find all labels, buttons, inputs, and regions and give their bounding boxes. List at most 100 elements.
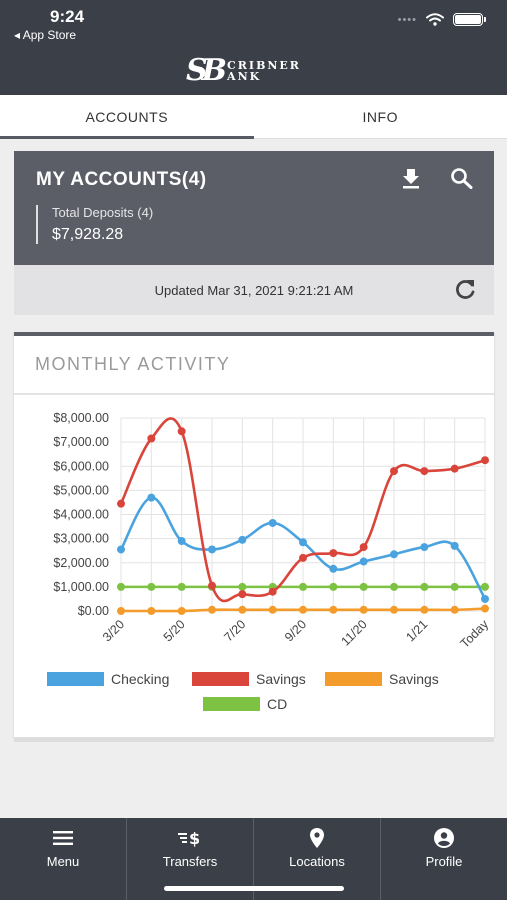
- bank-logo: SB CRIBNER ANK: [186, 52, 301, 90]
- location-pin-icon: [310, 828, 324, 848]
- tab-bar: ACCOUNTS INFO: [0, 95, 507, 139]
- data-point: [208, 581, 216, 590]
- total-deposits-label: Total Deposits (4): [52, 205, 154, 220]
- status-time: 9:24: [50, 7, 85, 26]
- logo-mark: SB: [186, 53, 227, 88]
- data-point: [117, 499, 125, 508]
- data-point: [299, 582, 307, 591]
- tab-accounts[interactable]: ACCOUNTS: [0, 95, 254, 139]
- search-icon[interactable]: [450, 167, 474, 189]
- x-tick-label: 7/20: [221, 617, 248, 644]
- data-point: [481, 594, 489, 603]
- total-deposits-value: $7,928.28: [52, 226, 124, 243]
- tab-info[interactable]: INFO: [362, 108, 398, 125]
- y-tick-label: $8,000.00: [53, 411, 109, 425]
- data-point: [481, 456, 489, 465]
- battery-icon: [453, 13, 486, 26]
- data-point: [450, 464, 459, 473]
- data-point: [329, 564, 338, 573]
- refresh-icon[interactable]: [452, 277, 478, 303]
- status-icons: ••••: [397, 13, 486, 26]
- legend-label: CD: [267, 696, 287, 712]
- nav-locations-label: Locations: [289, 854, 345, 869]
- data-point: [481, 582, 489, 591]
- data-point: [329, 582, 338, 591]
- data-point: [147, 582, 156, 591]
- monthly-activity-chart: $8,000.00 $7,000.00 $6,000.00 $5,000.00 $4,0…: [47, 411, 492, 712]
- transfers-icon: $: [178, 829, 200, 847]
- back-to-app-store[interactable]: ◂ App Store: [14, 28, 77, 42]
- nav-menu[interactable]: Menu: [0, 818, 127, 900]
- x-tick-label: 3/20: [100, 617, 127, 644]
- profile-icon: [434, 828, 454, 848]
- legend-swatch: [325, 672, 382, 686]
- data-point: [177, 582, 186, 591]
- my-accounts-card: MY ACCOUNTS(4) Total Deposits (4) $7,928…: [14, 151, 494, 265]
- data-point: [420, 543, 429, 552]
- data-point: [177, 427, 186, 436]
- download-icon[interactable]: [400, 167, 422, 189]
- data-point: [147, 607, 156, 615]
- data-point: [420, 605, 429, 614]
- data-point: [450, 582, 459, 591]
- y-tick-label: $2,000.00: [53, 556, 109, 570]
- svg-text:$: $: [189, 829, 200, 847]
- data-point: [390, 605, 398, 614]
- total-deposits[interactable]: Total Deposits (4) $7,928.28: [36, 205, 153, 244]
- home-indicator: [164, 886, 344, 891]
- data-point: [390, 550, 398, 559]
- data-point: [238, 535, 247, 544]
- data-point: [238, 605, 247, 614]
- monthly-activity-title: MONTHLY ACTIVITY: [35, 354, 231, 374]
- menu-icon: [53, 831, 73, 845]
- data-point: [299, 553, 307, 562]
- legend-label: Checking: [111, 671, 169, 687]
- data-point: [177, 607, 186, 615]
- data-point: [238, 582, 247, 591]
- legend-swatch: [203, 697, 260, 711]
- data-point: [208, 605, 216, 614]
- x-tick-label: 5/20: [161, 617, 188, 644]
- data-point: [117, 607, 125, 615]
- signal-icon: ••••: [397, 13, 417, 26]
- data-point: [268, 587, 277, 596]
- y-tick-label: $4,000.00: [53, 508, 109, 522]
- data-point: [268, 518, 277, 527]
- y-tick-label: $1,000.00: [53, 580, 109, 594]
- y-tick-label: $5,000.00: [53, 483, 109, 497]
- nav-menu-label: Menu: [46, 854, 80, 869]
- nav-transfers[interactable]: $ Transfers: [127, 818, 254, 900]
- data-point: [177, 537, 186, 546]
- data-point: [420, 582, 429, 591]
- y-tick-label: $6,000.00: [53, 459, 109, 473]
- data-point: [390, 582, 398, 591]
- data-point: [359, 605, 368, 614]
- y-tick-label: $3,000.00: [53, 532, 109, 546]
- data-point: [117, 545, 125, 554]
- data-point: [208, 545, 216, 554]
- updated-timestamp: Updated Mar 31, 2021 9:21:21 AM: [154, 282, 354, 298]
- card-divider: [14, 393, 494, 395]
- nav-profile[interactable]: Profile: [381, 818, 507, 900]
- nav-profile-label: Profile: [425, 854, 463, 869]
- top-bar: 9:24 ◂ App Store •••• SB CRIBNER ANK: [0, 0, 507, 95]
- data-point: [329, 549, 338, 558]
- updated-bar: Updated Mar 31, 2021 9:21:21 AM: [14, 265, 494, 315]
- x-tick-label: 9/20: [282, 617, 309, 644]
- y-tick-label: $7,000.00: [53, 435, 109, 449]
- monthly-activity-card: MONTHLY ACTIVITY $8,000.00 $7,000.00 $6,00…: [14, 332, 494, 742]
- data-point: [450, 605, 459, 614]
- x-tick-label: 1/21: [403, 617, 430, 644]
- legend-swatch: [47, 672, 104, 686]
- data-point: [450, 541, 459, 550]
- data-point: [117, 582, 125, 591]
- x-tick-label: 11/20: [338, 617, 369, 648]
- logo-line-2: ANK: [227, 70, 262, 83]
- nav-locations[interactable]: Locations: [254, 818, 381, 900]
- data-point: [329, 605, 338, 614]
- legend-swatch: [192, 672, 249, 686]
- data-point: [299, 605, 307, 614]
- data-point: [299, 538, 307, 547]
- wifi-icon: [426, 13, 444, 26]
- data-point: [147, 434, 156, 443]
